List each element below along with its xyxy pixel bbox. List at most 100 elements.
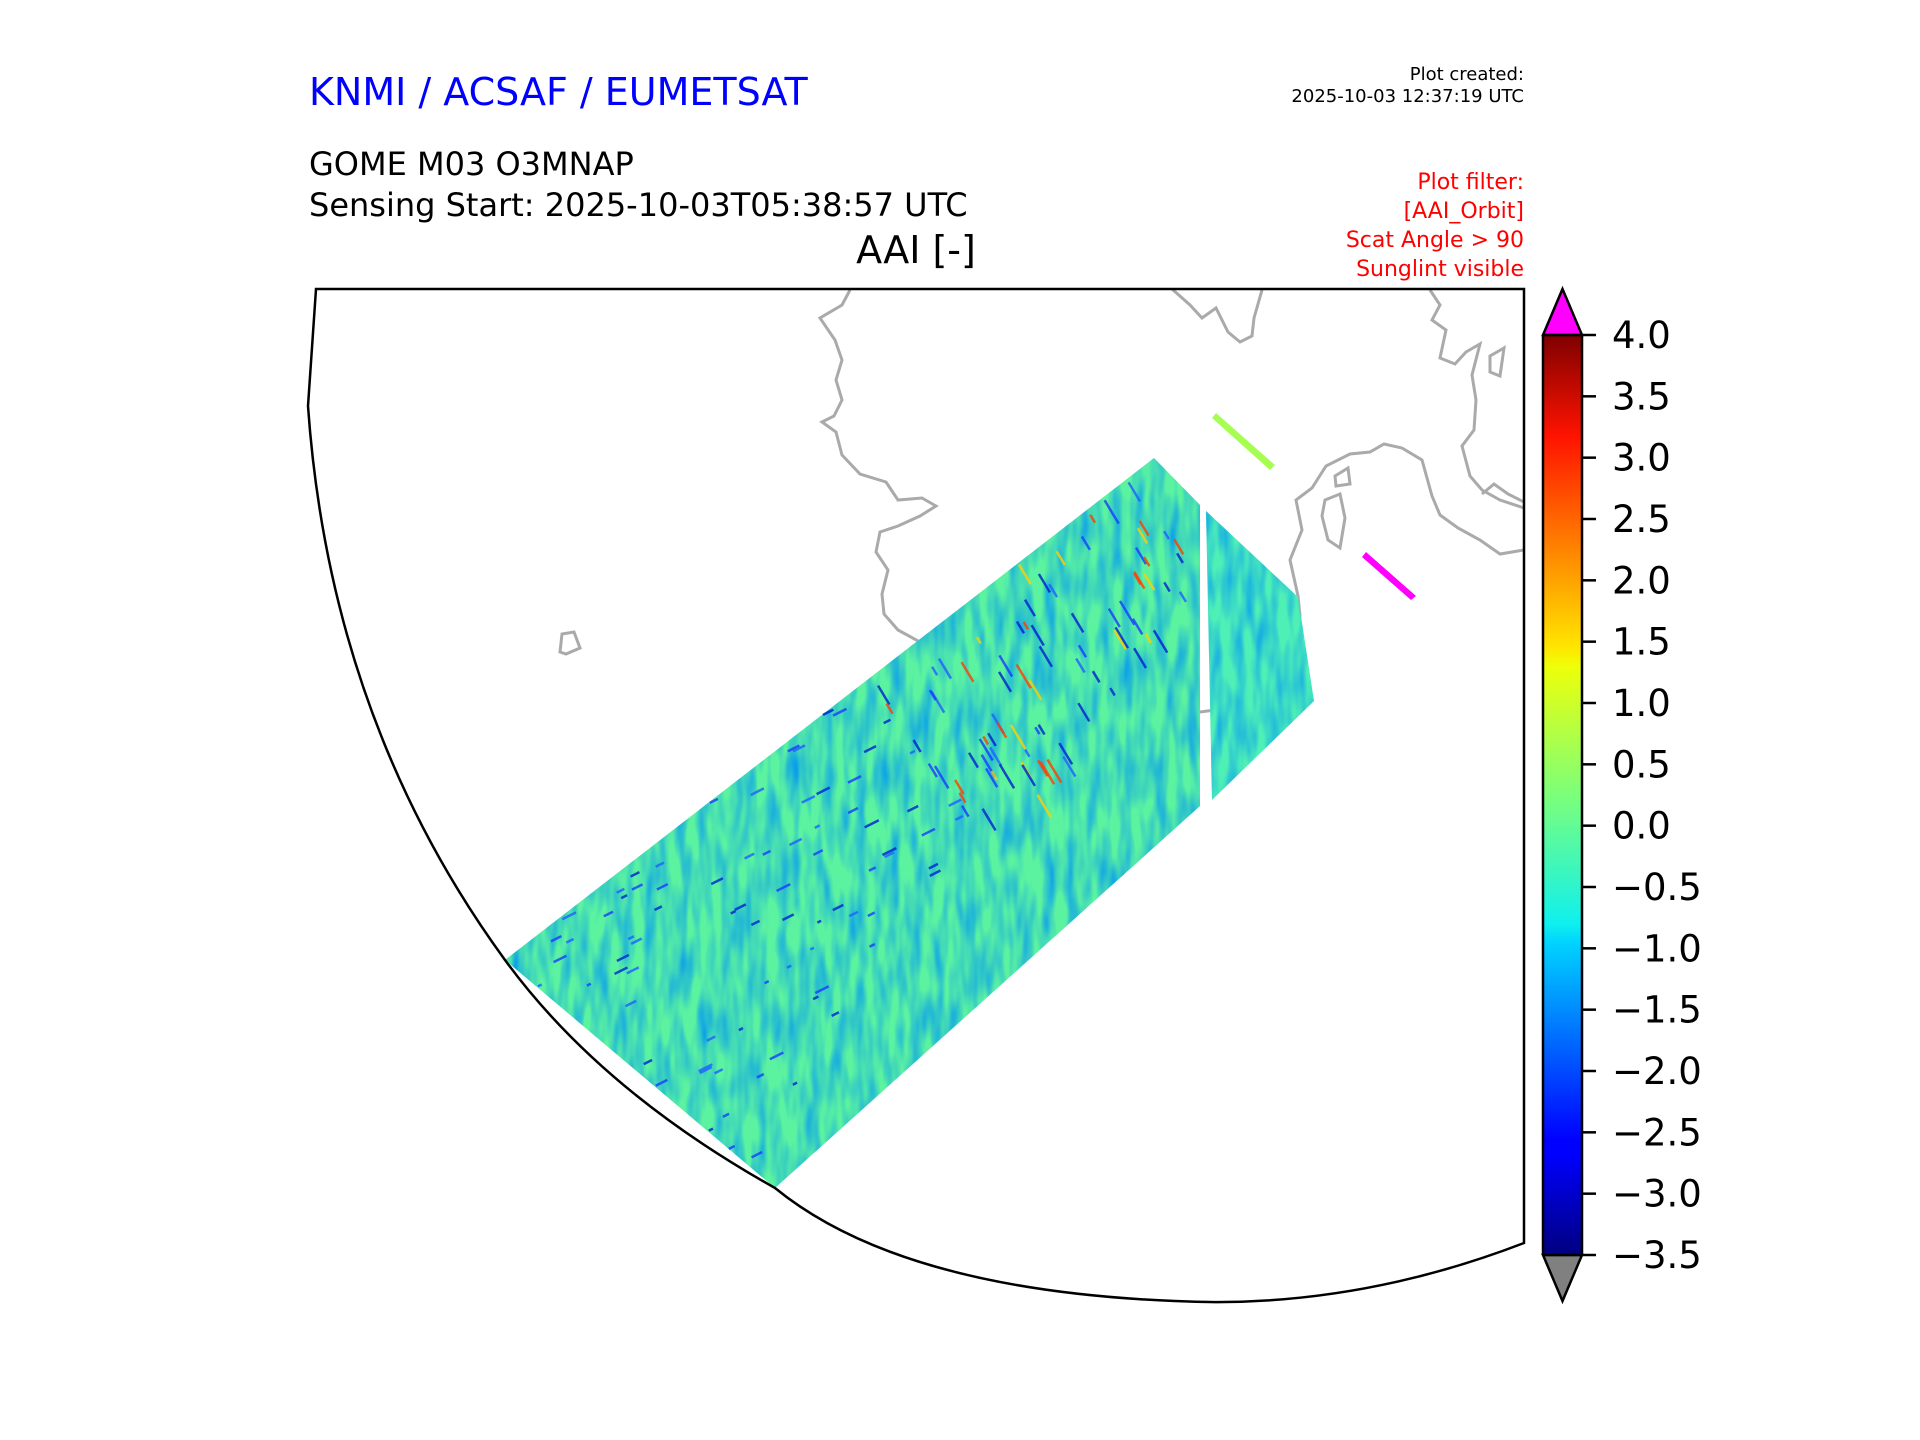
aai-streak <box>738 1027 744 1032</box>
aai-streak <box>1080 535 1091 551</box>
aai-streak <box>984 767 999 788</box>
aai-streak <box>1055 550 1066 566</box>
colorbar-tick-label: 4.0 <box>1612 314 1671 357</box>
aai-streak <box>1038 645 1053 668</box>
aai-streak <box>1163 581 1171 593</box>
aai-streak <box>788 837 803 847</box>
colorbar-tick-label: −2.5 <box>1612 1111 1702 1154</box>
aai-streak <box>954 779 965 795</box>
map-boundary <box>306 287 1526 1304</box>
plot-filter: Plot filter: [AAI_Orbit] Scat Angle > 90… <box>1346 168 1524 284</box>
aai-streak <box>975 636 982 645</box>
aai-streak <box>603 910 614 918</box>
aai-streak <box>848 910 859 918</box>
aai-streak <box>816 919 822 924</box>
colorbar-tick-label: 2.0 <box>1612 559 1671 602</box>
aai-streak <box>1015 663 1032 689</box>
organisation-title: KNMI / ACSAF / EUMETSAT <box>309 70 808 114</box>
aai-streak <box>1131 618 1144 636</box>
aai-streak <box>960 661 975 683</box>
colorbar-outline <box>1541 333 1584 1257</box>
aai-streak <box>1077 644 1088 658</box>
aai-streak <box>550 935 562 943</box>
aai-streak <box>1062 755 1077 778</box>
aai-streak <box>1037 573 1051 594</box>
aai-streak <box>863 745 877 754</box>
aai-streak <box>613 966 629 976</box>
aai-streak <box>630 871 640 878</box>
colorbar-tick-label: 3.0 <box>1612 437 1671 480</box>
aai-streak <box>967 752 980 769</box>
aai-streak <box>997 671 1013 693</box>
aai-streak <box>847 806 859 815</box>
aai-streak <box>978 738 994 762</box>
aai-streak <box>928 862 939 870</box>
aai-streak <box>822 708 834 717</box>
aai-streak <box>708 1127 714 1132</box>
aai-streak <box>1173 538 1185 555</box>
aai-streak <box>812 849 824 856</box>
colorbar-over-triangle <box>1541 285 1584 337</box>
aai-streak <box>801 794 816 804</box>
aai-streak <box>713 1068 724 1075</box>
aai-streak <box>1113 629 1127 650</box>
aai-streak <box>1178 591 1187 603</box>
aai-streak <box>722 1112 730 1118</box>
aai-streak <box>744 852 755 860</box>
aai-streak <box>781 913 795 922</box>
aai-streak <box>631 883 644 891</box>
aai-streak <box>553 954 567 964</box>
aai-streak <box>643 1058 653 1066</box>
aai-streak <box>586 982 592 987</box>
aai-streak <box>561 911 577 921</box>
aai-streak <box>847 774 862 784</box>
aai-streak <box>909 749 916 755</box>
aai-streak <box>987 732 997 747</box>
aai-streak <box>1103 499 1120 525</box>
aai-streak <box>655 861 665 868</box>
aai-streak <box>883 718 891 725</box>
aai-streak <box>831 1011 840 1018</box>
aai-streak <box>1133 647 1148 669</box>
aai-streak <box>1134 546 1148 565</box>
aai-streak <box>792 744 806 753</box>
aai-streak <box>1023 599 1036 617</box>
aai-streak <box>1176 552 1184 564</box>
aai-streak <box>627 935 635 941</box>
aai-streak <box>832 707 848 717</box>
colorbar-tick-label: −0.5 <box>1612 866 1702 909</box>
aai-streak <box>698 1063 713 1073</box>
aai-streak <box>1036 794 1053 819</box>
aai-streak <box>1136 527 1149 545</box>
aai-streak <box>1028 679 1043 701</box>
colorbar-tick-label: 2.5 <box>1612 498 1671 541</box>
aai-streak <box>656 882 669 891</box>
aai-streak <box>756 1072 765 1079</box>
aai-streak <box>981 808 997 832</box>
aai-streak <box>930 666 939 676</box>
aai-streak <box>1017 563 1032 585</box>
colorbar-tick-label: 1.0 <box>1612 682 1671 725</box>
aai-streak <box>706 1035 716 1042</box>
aai-streak <box>1039 761 1056 785</box>
filter-line: Sunglint visible <box>1356 257 1524 282</box>
aai-streak <box>812 995 819 1001</box>
colorbar-under-triangle <box>1541 1253 1584 1305</box>
aai-streak <box>832 903 844 912</box>
plot-created-label: Plot created: <box>1409 64 1524 85</box>
aai-streak <box>1009 724 1027 750</box>
aai-streak <box>1058 742 1074 765</box>
aai-streak <box>876 685 891 706</box>
colorbar-tick-label: −3.0 <box>1612 1173 1702 1216</box>
aai-streak <box>998 763 1016 789</box>
aai-streak <box>958 792 967 804</box>
colorbar-tick-label: −1.5 <box>1612 989 1702 1032</box>
aai-streak <box>1152 629 1169 654</box>
filter-line: Plot filter: <box>1417 170 1524 195</box>
aai-streak <box>912 739 922 753</box>
filter-line: [AAI_Orbit] <box>1403 199 1524 224</box>
aai-streak <box>734 903 747 912</box>
aai-streak <box>867 911 876 918</box>
aai-streak <box>881 846 897 857</box>
aai-streak <box>1107 608 1121 628</box>
